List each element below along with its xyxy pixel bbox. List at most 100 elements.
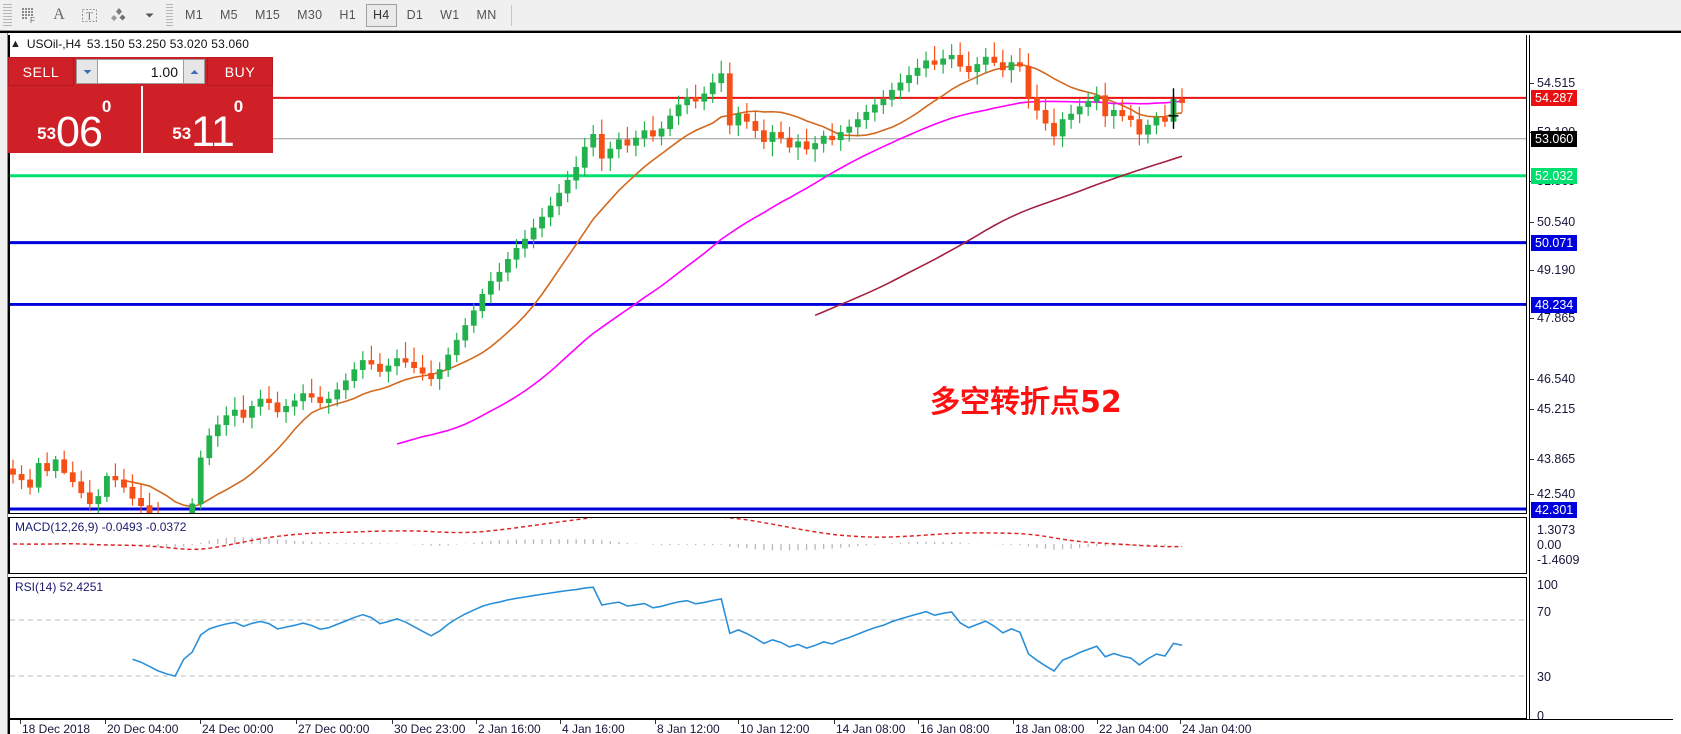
price-tick-46-540: 46.540 [1530,372,1575,386]
time-label-0: 18 Dec 2018 [22,722,91,734]
time-tick-9 [834,720,835,724]
timeframe-button-m5[interactable]: M5 [219,8,238,22]
rsi-tick-0: 0 [1537,709,1544,723]
text-box-icon[interactable]: T [74,3,104,28]
timeframe-button-mn[interactable]: MN [476,8,497,22]
text-label-icon[interactable]: A [53,6,65,23]
macd-tick-2: -1.4609 [1537,553,1580,567]
sell-price-display[interactable]: 53 06 0 [8,86,141,156]
time-tick-1 [105,720,106,724]
price-tick-49-190: 49.190 [1530,263,1575,277]
price-tick-45-215: 45.215 [1530,402,1575,416]
macd-tick-1: 0.00 [1537,538,1562,552]
timeframe-button-d1[interactable]: D1 [406,8,424,22]
rsi-pane[interactable]: RSI(14) 52.4251 [8,577,1527,719]
last-price-tag: 53.060 [1531,131,1578,147]
objects-dropdown-icon[interactable] [134,3,164,28]
crosshair-grid-icon[interactable]: F [14,3,44,28]
support-level-tag: 52.032 [1531,168,1578,184]
oct-price-row: 53 06 0 53 11 0 [8,86,273,156]
chart-ohlc-values: 53.150 53.250 53.020 53.060 [86,37,250,51]
volume-input[interactable]: 1.00 [98,59,183,84]
timeframe-button-group: M1 M5 M15 M30 H1 H4 D1 W1 MN [178,3,507,27]
toolbar-drag-handle-1[interactable] [3,4,12,26]
price-chart-svg [10,42,1526,513]
sell-price-fraction: 0 [101,97,112,116]
timeframe-button-m1[interactable]: M1 [185,8,203,22]
timeframe-button-h4[interactable]: H4 [365,3,397,27]
volume-increase-button[interactable] [183,59,205,84]
macd-tick-0: 1.3073 [1537,523,1576,537]
svg-text:T: T [86,10,93,22]
time-label-1: 20 Dec 04:00 [107,722,179,734]
buy-price-main: 11 [191,108,235,156]
timeframe-button-m30[interactable]: M30 [297,8,323,22]
time-tick-2 [200,720,201,724]
price-scale-axis[interactable]: 54.51553.19051.86550.54049.19047.86546.5… [1529,35,1673,723]
price-tick-54-515: 54.515 [1530,76,1575,90]
price-tick-47-865: 47.865 [1530,311,1575,325]
rsi-tick-30: 30 [1537,670,1551,684]
price-tick-42-540: 42.540 [1530,487,1575,501]
time-tick-11 [1013,720,1014,724]
volume-control: 1.00 [74,57,207,86]
time-tick-7 [655,720,656,724]
level-tag-48: 48.234 [1531,297,1578,313]
rsi-chart-svg [10,586,1526,678]
volume-decrease-button[interactable] [76,59,98,84]
chart-area[interactable]: ▲ USOil-,H4 53.150 53.250 53.020 53.060 … [0,31,1681,734]
time-tick-6 [560,720,561,724]
buy-price-whole: 53 [172,124,192,143]
price-tick-50-540: 50.540 [1530,215,1575,229]
sell-price-whole: 53 [37,124,57,143]
time-label-7: 8 Jan 12:00 [657,722,720,734]
timeframe-button-w1[interactable]: W1 [440,8,460,22]
resistance-level-tag: 54.287 [1531,90,1578,106]
time-label-3: 27 Dec 00:00 [298,722,370,734]
timeframe-button-m15[interactable]: M15 [254,8,281,22]
oct-top-row: SELL 1.00 BUY [8,57,273,86]
level-tag-50: 50.071 [1531,235,1578,251]
rsi-tick-100: 100 [1537,578,1558,592]
time-label-8: 10 Jan 12:00 [740,722,810,734]
chart-symbol-label: USOil-,H4 [26,37,81,51]
buy-button[interactable]: BUY [207,57,273,86]
time-tick-13 [1180,720,1181,724]
time-label-9: 14 Jan 08:00 [836,722,906,734]
toolbar-divider [510,4,512,26]
chart-left-rail [0,33,8,734]
timeframe-button-h1[interactable]: H1 [339,8,356,22]
time-label-12: 22 Jan 04:00 [1099,722,1169,734]
time-tick-3 [296,720,297,724]
time-tick-8 [738,720,739,724]
time-label-5: 2 Jan 16:00 [478,722,541,734]
time-tick-5 [476,720,477,724]
rsi-tick-70: 70 [1537,605,1551,619]
toolbar-drag-handle-2[interactable] [166,3,173,27]
time-label-13: 24 Jan 04:00 [1182,722,1252,734]
time-tick-0 [20,720,21,724]
macd-pane[interactable]: MACD(12,26,9) -0.0493 -0.0372 [8,517,1527,574]
time-scale-axis[interactable]: 18 Dec 2018 20 Dec 04:00 24 Dec 00:00 27 De… [8,719,1673,734]
one-click-trading-panel[interactable]: SELL 1.00 BUY 53 06 0 [8,57,273,156]
sell-price-main: 06 [56,108,103,156]
time-tick-12 [1097,720,1098,724]
chart-collapse-icon[interactable]: ▲ [10,38,21,50]
level-tag-42: 42.301 [1531,502,1578,518]
time-label-10: 16 Jan 08:00 [920,722,990,734]
svg-text:F: F [30,16,35,24]
sell-button[interactable]: SELL [8,57,74,86]
buy-price-fraction: 0 [233,97,244,116]
price-tick-43-865: 43.865 [1530,452,1575,466]
chart-toolbar: F A T M1 M5 M15 M30 H1 H4 D1 W1 MN [0,0,1681,31]
macd-chart-svg [12,518,1183,551]
buy-price-display[interactable]: 53 11 0 [140,86,273,156]
objects-icon[interactable] [104,3,134,28]
time-tick-4 [392,720,393,724]
time-label-6: 4 Jan 16:00 [562,722,625,734]
quote-header: ▲ USOil-,H4 53.150 53.250 53.020 53.060 [10,36,249,52]
time-label-11: 18 Jan 08:00 [1015,722,1085,734]
time-label-2: 24 Dec 00:00 [202,722,274,734]
time-label-4: 30 Dec 23:00 [394,722,466,734]
